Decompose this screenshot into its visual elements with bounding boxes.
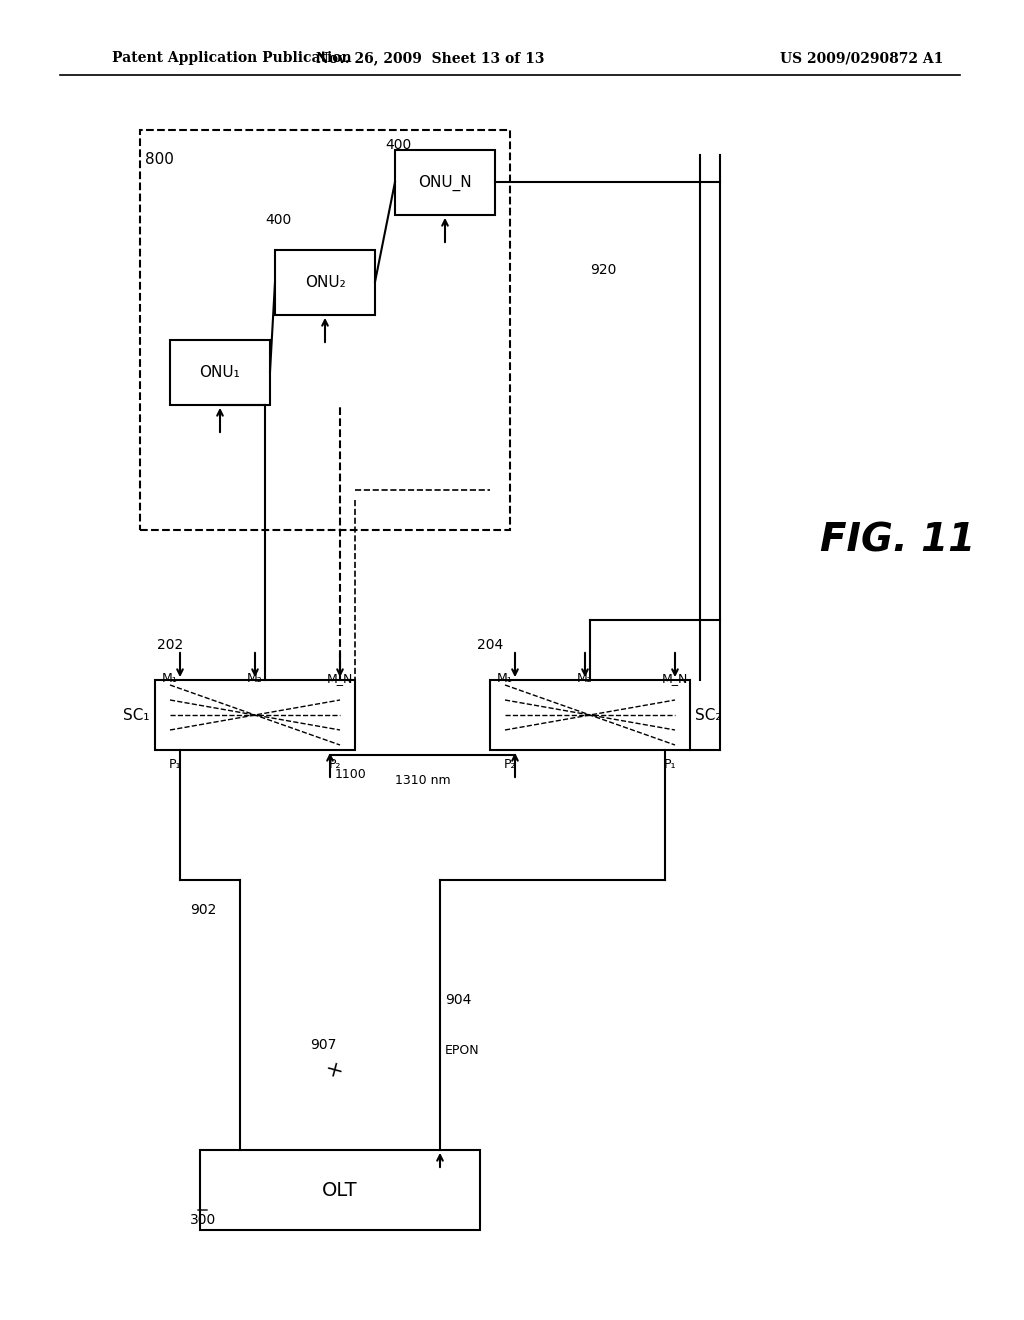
- Text: 907: 907: [310, 1038, 336, 1052]
- Text: M₂: M₂: [578, 672, 593, 685]
- Bar: [170, 341, 270, 405]
- Text: EPON: EPON: [445, 1044, 479, 1056]
- Text: Patent Application Publication: Patent Application Publication: [112, 51, 351, 65]
- Text: 400: 400: [265, 213, 291, 227]
- Text: 800: 800: [145, 153, 174, 168]
- Bar: [140, 129, 510, 531]
- Text: 300: 300: [190, 1213, 216, 1228]
- Text: Nov. 26, 2009  Sheet 13 of 13: Nov. 26, 2009 Sheet 13 of 13: [315, 51, 544, 65]
- Bar: [275, 249, 375, 315]
- Text: ONU₁: ONU₁: [200, 366, 241, 380]
- Text: ×: ×: [324, 1057, 347, 1082]
- Text: P₁: P₁: [169, 759, 181, 771]
- Text: P₂: P₂: [329, 759, 341, 771]
- Text: P₂: P₂: [504, 759, 516, 771]
- Text: M₁: M₁: [162, 672, 178, 685]
- Bar: [155, 680, 355, 750]
- Text: 400: 400: [385, 139, 412, 152]
- Text: M_N: M_N: [327, 672, 353, 685]
- Text: 1310 nm: 1310 nm: [394, 774, 451, 787]
- Text: M_N: M_N: [662, 672, 688, 685]
- Text: OLT: OLT: [323, 1180, 357, 1200]
- Text: US 2009/0290872 A1: US 2009/0290872 A1: [780, 51, 943, 65]
- Text: SC₁: SC₁: [124, 708, 150, 722]
- Text: ONU_N: ONU_N: [418, 174, 472, 190]
- Text: M₂: M₂: [247, 672, 263, 685]
- Text: M₁: M₁: [497, 672, 513, 685]
- Text: SC₂: SC₂: [695, 708, 722, 722]
- Text: 204: 204: [477, 638, 503, 652]
- Text: P₁: P₁: [664, 759, 676, 771]
- Text: FIG. 11: FIG. 11: [820, 521, 975, 558]
- Bar: [490, 680, 690, 750]
- Text: 904: 904: [445, 993, 471, 1007]
- Text: 1100: 1100: [335, 768, 367, 781]
- Text: ONU₂: ONU₂: [304, 275, 345, 290]
- Text: 202: 202: [157, 638, 183, 652]
- Text: 920: 920: [590, 263, 616, 277]
- Bar: [200, 1150, 480, 1230]
- Bar: [395, 150, 495, 215]
- Text: 902: 902: [190, 903, 216, 917]
